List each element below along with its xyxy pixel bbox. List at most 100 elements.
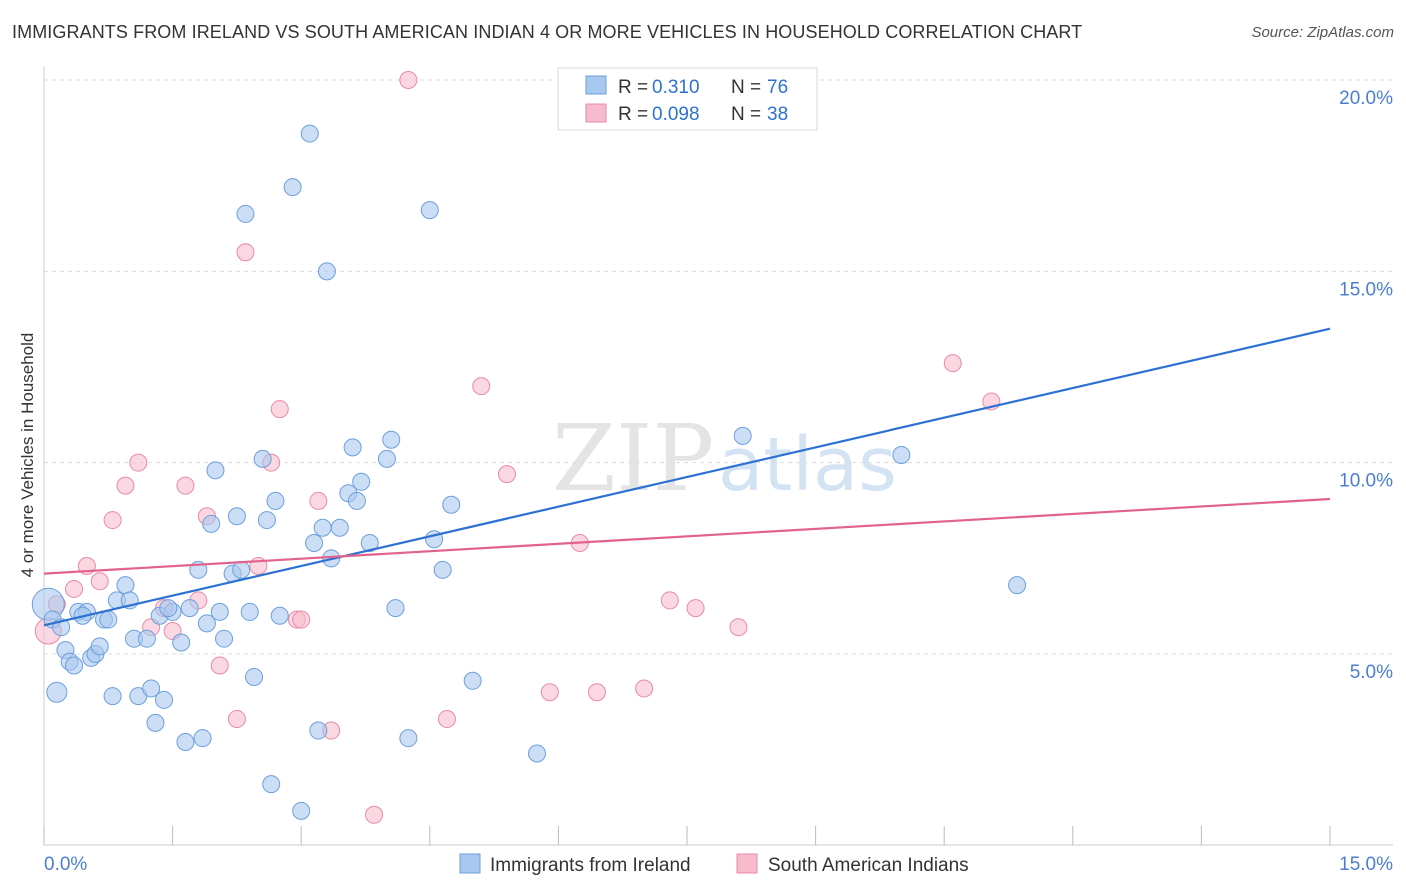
legend-n-label-pink: N = xyxy=(731,104,761,125)
ireland-point xyxy=(146,713,165,732)
bottom-legend-swatch-ireland xyxy=(459,853,481,874)
ireland-point xyxy=(283,178,302,197)
x-tick-label-min: 0.0% xyxy=(44,854,87,875)
legend-swatch-pink xyxy=(585,103,607,123)
legend-r-value-blue: 0.310 xyxy=(652,77,700,98)
sa-indian-point xyxy=(635,679,654,698)
sa-indian-point xyxy=(943,354,962,373)
ireland-point xyxy=(215,629,234,648)
ireland-point xyxy=(253,449,272,468)
ireland-point xyxy=(733,426,752,445)
ireland-point xyxy=(142,679,161,698)
legend-r-label-blue: R = xyxy=(618,77,648,98)
sa-indian-point xyxy=(540,683,559,702)
sa-indian-point xyxy=(236,243,255,262)
legend-r-value-pink: 0.098 xyxy=(652,104,700,125)
ireland-point xyxy=(360,534,379,553)
ireland-point xyxy=(172,633,191,652)
tick-labels: 5.0% 10.0% 15.0% 20.0% 0.0% 15.0% xyxy=(44,88,1393,875)
legend-n-value-pink: 38 xyxy=(767,104,788,125)
sa-indian-trend-line xyxy=(43,497,1331,575)
y-tick-label: 15.0% xyxy=(1339,279,1393,300)
sa-indian-point xyxy=(309,491,328,510)
sa-indian-point xyxy=(129,453,148,472)
legend-n-label-blue: N = xyxy=(731,77,761,98)
ireland-point xyxy=(240,602,259,621)
ireland-point xyxy=(159,599,178,618)
ireland-point xyxy=(210,602,229,621)
bottom-legend-label-ireland: Immigrants from Ireland xyxy=(490,855,691,876)
correlation-legend: R = 0.310 N = 76 R = 0.098 N = 38 xyxy=(557,67,818,131)
ireland-point xyxy=(232,560,251,579)
ireland-point xyxy=(463,671,482,690)
chart-title: IMMIGRANTS FROM IRELAND VS SOUTH AMERICA… xyxy=(12,22,1083,42)
ireland-point xyxy=(382,430,401,449)
ireland-point xyxy=(313,518,332,537)
ireland-point xyxy=(330,518,349,537)
y-tick-label: 5.0% xyxy=(1350,662,1393,683)
bottom-legend-label-sa-indians: South American Indians xyxy=(768,855,969,876)
sa-indian-point xyxy=(65,579,84,598)
ireland-point xyxy=(420,201,439,220)
sa-indian-point xyxy=(729,618,748,637)
sa-indian-point xyxy=(90,572,109,591)
ireland-point xyxy=(442,495,461,514)
immigrants-from-ireland-points xyxy=(31,124,1027,820)
ireland-point xyxy=(99,610,118,629)
ireland-point xyxy=(292,801,311,820)
ireland-point xyxy=(202,514,221,533)
bottom-legend-swatch-sa-indians xyxy=(736,853,758,874)
sa-indian-point xyxy=(270,400,289,419)
sa-indian-point xyxy=(497,465,516,484)
legend-n-value-blue: 76 xyxy=(767,77,788,98)
ireland-point xyxy=(227,507,246,526)
sa-indian-point xyxy=(587,683,606,702)
ireland-point xyxy=(46,681,68,703)
ireland-point xyxy=(433,560,452,579)
sa-indian-point xyxy=(686,599,705,618)
ireland-point xyxy=(137,629,156,648)
series-legend: Immigrants from Ireland South American I… xyxy=(459,853,969,876)
ireland-point xyxy=(892,446,911,465)
sa-indian-point xyxy=(292,610,311,629)
trend-lines xyxy=(43,327,1331,627)
ireland-point xyxy=(352,472,371,491)
ireland-point xyxy=(116,576,135,595)
ireland-point xyxy=(236,204,255,223)
legend-swatch-blue xyxy=(585,75,607,95)
ireland-point xyxy=(386,599,405,618)
ireland-point xyxy=(257,511,276,530)
ireland-point xyxy=(347,491,366,510)
ireland-point xyxy=(180,599,199,618)
sa-indian-point xyxy=(176,476,195,495)
sa-indian-point xyxy=(103,511,122,530)
ireland-point xyxy=(270,606,289,625)
ireland-point xyxy=(343,438,362,457)
ireland-point xyxy=(245,667,264,686)
ireland-point xyxy=(197,614,216,633)
ireland-point xyxy=(262,775,281,794)
ireland-point xyxy=(65,656,84,675)
sa-indian-point xyxy=(227,710,246,729)
sa-indian-point xyxy=(210,656,229,675)
sa-indian-point xyxy=(660,591,679,610)
ireland-trend-line xyxy=(43,327,1331,627)
ireland-point xyxy=(155,690,174,709)
ireland-point xyxy=(300,124,319,143)
ireland-point xyxy=(103,687,122,706)
source-credit: Source: ZipAtlas.com xyxy=(1251,24,1394,41)
y-tick-label: 10.0% xyxy=(1339,471,1393,492)
ireland-point xyxy=(1008,576,1027,595)
sa-indian-point xyxy=(472,377,491,396)
ireland-point xyxy=(377,449,396,468)
legend-r-label-pink: R = xyxy=(618,104,648,125)
sa-indian-point xyxy=(116,476,135,495)
y-tick-label: 20.0% xyxy=(1339,88,1393,109)
watermark-zip: ZIP xyxy=(552,405,714,512)
ireland-point xyxy=(206,461,225,480)
x-tick-label-max: 15.0% xyxy=(1339,854,1393,875)
ireland-point xyxy=(176,733,195,752)
ireland-point xyxy=(90,637,109,656)
ireland-point xyxy=(266,491,285,510)
